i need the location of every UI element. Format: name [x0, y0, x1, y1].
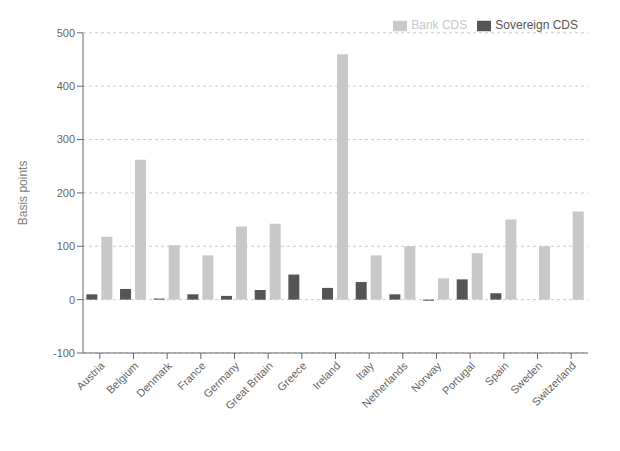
svg-text:0: 0 [69, 294, 75, 306]
svg-text:Switzerland: Switzerland [529, 359, 578, 408]
svg-text:Sweden: Sweden [507, 359, 545, 397]
svg-text:Spain: Spain [482, 359, 510, 387]
svg-text:Greece: Greece [275, 359, 309, 393]
svg-text:Great Britain: Great Britain [223, 359, 275, 411]
svg-text:Italy: Italy [353, 359, 376, 382]
svg-text:200: 200 [57, 187, 75, 199]
svg-text:400: 400 [57, 80, 75, 92]
svg-text:-100: -100 [53, 347, 75, 359]
svg-text:100: 100 [57, 240, 75, 252]
svg-text:Norway: Norway [409, 359, 444, 394]
svg-text:500: 500 [57, 27, 75, 39]
svg-text:Denmark: Denmark [134, 359, 174, 399]
svg-text:Austria: Austria [74, 359, 107, 392]
svg-text:300: 300 [57, 133, 75, 145]
svg-text:Netherlands: Netherlands [359, 359, 410, 410]
svg-text:France: France [175, 359, 208, 392]
svg-text:Portugal: Portugal [440, 359, 477, 396]
svg-text:Germany: Germany [201, 359, 242, 400]
svg-text:Belgium: Belgium [103, 359, 141, 396]
html-text:Bank CDS: Bank CDS [411, 18, 468, 32]
html-text:Sovereign CDS: Sovereign CDS [495, 18, 578, 32]
svg-text:Basis points: Basis points [16, 161, 30, 226]
svg-text:Ireland: Ireland [310, 359, 342, 391]
